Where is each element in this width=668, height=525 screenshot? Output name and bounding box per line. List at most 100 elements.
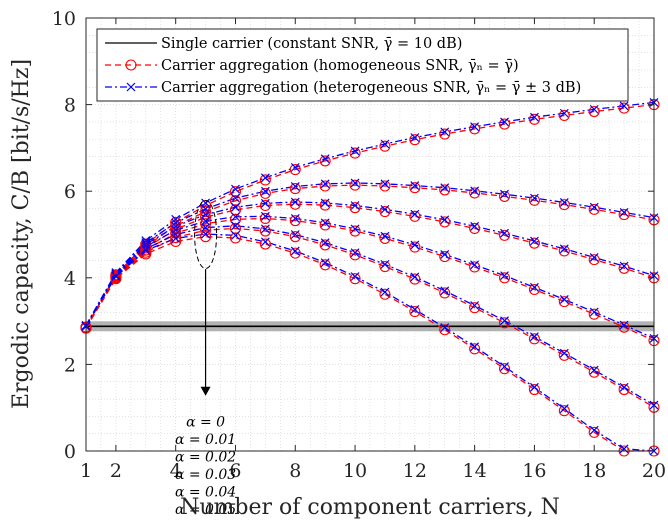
homogeneous-point [409, 241, 421, 253]
heterogeneous-point [171, 233, 181, 243]
x-tick-label: 12 [403, 460, 427, 482]
homogeneous-point [349, 273, 361, 285]
heterogeneous-point [440, 183, 450, 193]
legend: Single carrier (constant SNR, γ̄ = 10 dB… [96, 28, 629, 102]
heterogeneous-point [350, 224, 360, 234]
alpha-label: α = 0.04 [175, 485, 236, 501]
homogeneous-point [229, 232, 242, 244]
homogeneous-point [439, 128, 451, 140]
heterogeneous-point [589, 253, 599, 262]
heterogeneous-point [500, 362, 509, 371]
homogeneous-point [498, 317, 511, 329]
x-axis-label: Number of component carriers, N [180, 495, 560, 520]
legend-box [96, 28, 629, 102]
heterogeneous-point [470, 122, 480, 132]
x-tick-label: 4 [170, 460, 182, 482]
alpha-label: α = 0 [186, 415, 225, 431]
y-tick-label: 10 [52, 8, 76, 30]
homogeneous-point [618, 321, 630, 333]
heterogeneous-point [231, 221, 240, 231]
heterogeneous-point [290, 246, 300, 256]
homogeneous-point [259, 187, 271, 199]
homogeneous-point [409, 182, 421, 194]
heterogeneous-point [320, 218, 330, 228]
alpha-label: α = 0.03 [175, 467, 236, 483]
heterogeneous-point [500, 117, 509, 127]
homogeneous-point [618, 102, 630, 114]
homogeneous-point [379, 206, 391, 218]
homogeneous-point [528, 113, 540, 125]
heterogeneous-point [470, 186, 480, 196]
x-tick-label: 18 [582, 460, 606, 482]
heterogeneous-point [231, 184, 240, 194]
y-tick-label: 2 [64, 354, 76, 376]
heterogeneous-point [470, 342, 480, 352]
heterogeneous-point [529, 332, 539, 342]
homogeneous-point [289, 215, 301, 227]
legend-label: Carrier aggregation (heterogeneous SNR, … [161, 80, 581, 96]
heterogeneous-point [440, 215, 450, 225]
heterogeneous-point [410, 240, 420, 250]
plot-frame [85, 17, 655, 452]
heterogeneous-line [85, 225, 655, 406]
heterogeneous-point [529, 112, 539, 122]
homogeneous-point [618, 383, 630, 396]
alpha-annotation: α = 0α = 0.01 α = 0.02α = 0.03 α = 0.04α =… [175, 200, 236, 518]
series-alpha-0.05 [80, 229, 660, 457]
heterogeneous-line [85, 215, 655, 340]
legend-marker [126, 82, 136, 92]
heterogeneous-point [201, 216, 211, 226]
homogeneous-point [588, 366, 600, 378]
homogeneous-point [200, 206, 212, 218]
heterogeneous-point [320, 238, 330, 248]
heterogeneous-point [619, 101, 629, 111]
homogeneous-point [558, 349, 570, 361]
heterogeneous-point [201, 223, 211, 232]
heterogeneous-point [589, 202, 599, 212]
heterogeneous-point [231, 212, 240, 222]
homogeneous-point [140, 248, 152, 260]
heterogeneous-point [619, 261, 629, 271]
heterogeneous-point [290, 162, 300, 172]
x-tick-label: 2 [110, 460, 122, 482]
heterogeneous-point [231, 193, 240, 203]
heterogeneous-point [470, 301, 480, 310]
heterogeneous-point [529, 282, 539, 292]
heterogeneous-point [201, 210, 211, 220]
homogeneous-point [200, 231, 212, 243]
heterogeneous-point [111, 271, 121, 281]
homogeneous-point [588, 308, 600, 320]
homogeneous-point [498, 272, 511, 284]
homogeneous-point [469, 343, 481, 355]
homogeneous-point [439, 324, 451, 336]
homogeneous-point [588, 426, 600, 438]
heterogeneous-point [380, 231, 390, 241]
alpha-label: α = 0.01 [175, 432, 236, 448]
heterogeneous-point [350, 248, 360, 258]
homogeneous-point [469, 302, 481, 314]
homogeneous-point [319, 239, 331, 251]
heterogeneous-point [559, 244, 569, 254]
heterogeneous-point [141, 246, 151, 255]
heterogeneous-point [440, 249, 450, 259]
x-tick-label: 8 [289, 460, 301, 482]
homogeneous-point [409, 134, 421, 146]
homogeneous-point [409, 306, 421, 318]
legend-entry: Single carrier (constant SNR, γ̄ = 10 dB… [105, 36, 462, 52]
homogeneous-point [379, 140, 391, 152]
heterogeneous-point [320, 198, 330, 208]
heterogeneous-point [559, 404, 569, 413]
heterogeneous-point [410, 209, 420, 219]
homogeneous-point [259, 238, 271, 250]
homogeneous-point [349, 249, 361, 261]
heterogeneous-point [111, 270, 121, 280]
homogeneous-point [558, 245, 570, 257]
homogeneous-point [439, 216, 451, 228]
heterogeneous-point [290, 197, 300, 207]
x-tick-label: 6 [229, 460, 241, 482]
heterogeneous-point [410, 304, 420, 314]
heterogeneous-line [85, 201, 655, 327]
y-tick-label: 8 [64, 95, 76, 117]
homogeneous-point [170, 235, 182, 247]
